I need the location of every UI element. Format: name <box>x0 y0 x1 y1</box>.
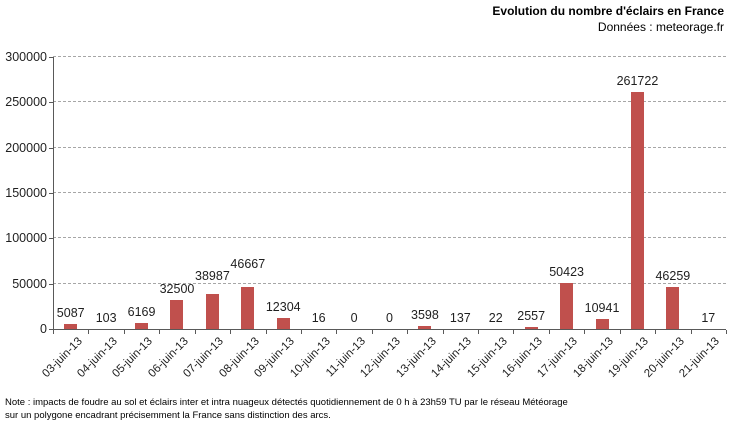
x-axis-tick <box>548 330 550 334</box>
bar <box>64 324 78 329</box>
bar <box>595 319 609 329</box>
x-axis-tick <box>726 330 727 334</box>
bar-value-label: 5087 <box>56 306 85 321</box>
x-axis-tick <box>513 330 515 334</box>
x-axis-tick <box>300 330 302 334</box>
x-axis-tick <box>159 330 161 334</box>
bar-value-label: 0 <box>350 311 358 325</box>
bar-value-label: 16 <box>311 310 326 325</box>
bar <box>524 326 538 329</box>
y-axis-label: 200000 <box>5 140 47 155</box>
bar-value-label: 50423 <box>549 265 584 280</box>
footnote-line-2: sur un polygone encadrant précisemment l… <box>5 410 331 421</box>
bar <box>560 283 574 329</box>
bar <box>418 325 432 329</box>
bar-value-label: 22 <box>488 310 503 325</box>
bar <box>276 317 290 329</box>
x-axis-tick <box>690 330 692 334</box>
y-axis-tick <box>49 57 53 58</box>
bar-value-label: 261722 <box>616 73 659 88</box>
y-axis-tick <box>49 283 53 285</box>
x-axis-tick <box>442 330 444 334</box>
footnote-line-1: Note : impacts de foudre au sol et éclai… <box>5 397 568 408</box>
x-axis-tick <box>53 330 54 334</box>
x-axis-tick <box>407 330 409 334</box>
y-axis-tick <box>49 102 53 104</box>
bar <box>205 293 219 329</box>
gridline <box>53 56 726 57</box>
bar <box>630 91 644 329</box>
y-axis-tick <box>49 193 53 194</box>
gridline <box>53 101 726 103</box>
bar-value-label: 3598 <box>411 307 439 322</box>
bar-value-label: 10941 <box>584 301 620 316</box>
bar <box>666 287 680 329</box>
y-axis-label: 150000 <box>5 186 47 200</box>
bar-value-label: 0 <box>386 311 393 325</box>
x-axis-line <box>53 329 726 330</box>
bar-value-label: 137 <box>449 310 471 325</box>
bar-value-label: 12304 <box>265 299 301 314</box>
x-axis-tick <box>336 330 338 334</box>
gridline <box>53 282 726 284</box>
gridline <box>53 146 726 148</box>
bar-value-label: 2557 <box>517 308 546 323</box>
bar <box>241 286 255 329</box>
y-axis-tick <box>49 147 53 149</box>
x-axis-tick <box>230 330 232 334</box>
y-axis-label: 300000 <box>5 50 47 64</box>
bar-value-label: 46667 <box>230 256 266 271</box>
x-axis-tick <box>371 330 373 334</box>
y-axis-label: 100000 <box>5 231 47 246</box>
footnote: Note : impacts de foudre au sol et éclai… <box>5 396 568 422</box>
bar-value-label: 17 <box>701 310 716 325</box>
gridline <box>53 192 726 193</box>
y-axis-line <box>53 57 54 329</box>
chart-title: Evolution du nombre d'éclairs en France <box>492 4 724 18</box>
y-axis-label: 50000 <box>12 276 47 291</box>
bar <box>135 323 149 329</box>
y-axis-tick <box>49 329 53 330</box>
x-axis-tick <box>265 330 267 334</box>
y-axis-label: 0 <box>40 322 47 336</box>
x-axis-tick <box>88 330 90 334</box>
bar-value-label: 38987 <box>195 269 230 284</box>
bar-value-label: 46259 <box>655 269 691 284</box>
bar-value-label: 32500 <box>159 281 195 296</box>
bar-value-label: 6169 <box>127 305 156 320</box>
x-axis-tick <box>123 330 125 334</box>
x-axis-tick <box>619 330 621 334</box>
bar <box>170 299 184 329</box>
chart-header: Evolution du nombre d'éclairs en France … <box>492 3 724 35</box>
bar-value-label: 103 <box>95 310 117 325</box>
x-axis-tick <box>584 330 586 334</box>
y-axis-tick <box>49 238 53 240</box>
gridline <box>53 237 726 239</box>
y-axis-label: 250000 <box>5 95 47 110</box>
chart-subtitle: Données : meteorage.fr <box>597 20 724 34</box>
x-axis-tick <box>478 330 480 334</box>
x-axis-tick <box>194 330 196 334</box>
x-axis-tick <box>655 330 657 334</box>
